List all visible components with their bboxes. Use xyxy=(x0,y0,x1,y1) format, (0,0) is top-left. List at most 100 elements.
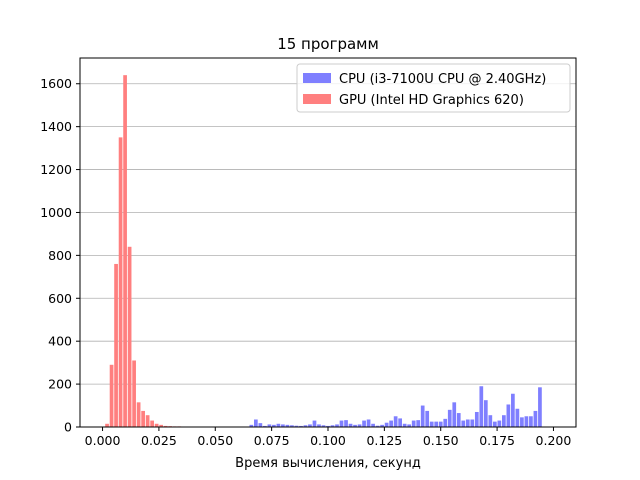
bar-cpu xyxy=(520,417,524,427)
grid-lines xyxy=(80,83,576,385)
bar-cpu xyxy=(465,419,470,427)
bar-cpu xyxy=(326,425,330,427)
bar-cpu xyxy=(511,393,515,427)
bar-gpu xyxy=(163,425,168,427)
y-tick-label: 1200 xyxy=(40,162,72,177)
bar-cpu xyxy=(407,424,412,427)
x-tick-label: 0.000 xyxy=(85,433,121,448)
bar-cpu xyxy=(533,410,538,427)
bar-gpu xyxy=(114,263,118,427)
bar-cpu xyxy=(312,420,317,427)
bar-cpu xyxy=(524,416,529,427)
bars xyxy=(105,75,542,428)
bar-cpu xyxy=(515,408,520,427)
bar-cpu xyxy=(393,416,398,427)
bar-cpu xyxy=(443,418,448,427)
y-tick-label: 400 xyxy=(48,334,72,349)
legend-swatch-gpu xyxy=(303,94,331,104)
x-axis-label: Время вычисления, секунд xyxy=(235,456,421,471)
bar-gpu xyxy=(127,246,132,427)
bar-gpu xyxy=(150,420,154,427)
bar-cpu xyxy=(348,423,353,427)
bar-cpu xyxy=(497,420,502,427)
bar-cpu xyxy=(303,425,308,427)
x-tick-label: 0.125 xyxy=(366,433,402,448)
bar-cpu xyxy=(389,420,393,427)
y-tick-label: 600 xyxy=(48,291,72,306)
bar-cpu xyxy=(411,420,416,427)
bar-gpu xyxy=(123,75,127,428)
bar-cpu xyxy=(294,425,299,427)
bar-cpu xyxy=(474,411,479,427)
bar-cpu xyxy=(344,420,348,427)
bar-cpu xyxy=(254,419,258,427)
bar-cpu xyxy=(483,400,488,427)
bar-cpu xyxy=(461,420,466,427)
bar-cpu xyxy=(492,421,497,427)
bar-cpu xyxy=(502,415,506,427)
ticks: 0.000 0.025 0.050 0.075 0.100 0.125 0.150 0.175… xyxy=(40,76,571,448)
y-tick-label: 1600 xyxy=(40,76,72,91)
bar-cpu xyxy=(263,425,267,427)
bar-cpu xyxy=(438,421,443,427)
bar-cpu xyxy=(335,424,339,427)
bar-cpu xyxy=(272,424,276,427)
bar-gpu xyxy=(141,410,145,427)
bar-gpu xyxy=(109,364,114,427)
x-tick-label: 0.025 xyxy=(141,433,177,448)
x-tick-label: 0.075 xyxy=(254,433,290,448)
bar-cpu xyxy=(470,419,475,427)
y-tick-label: 1000 xyxy=(40,205,72,220)
chart-title: 15 программ xyxy=(277,35,379,53)
bar-cpu xyxy=(285,424,290,427)
legend: CPU (i3-7100U CPU @ 2.40GHz) GPU (Intel … xyxy=(296,63,571,113)
x-tick-label: 0.175 xyxy=(479,433,515,448)
bar-gpu xyxy=(154,423,159,427)
y-tick-label: 200 xyxy=(48,377,72,392)
bar-cpu xyxy=(290,425,294,427)
bar-cpu xyxy=(398,418,402,427)
bar-cpu xyxy=(384,422,389,427)
bar-cpu xyxy=(416,420,421,427)
bar-gpu xyxy=(136,402,141,427)
bar-cpu xyxy=(366,419,371,427)
bar-gpu xyxy=(159,424,164,427)
bar-cpu xyxy=(330,425,335,427)
bar-cpu xyxy=(529,416,533,427)
bar-cpu xyxy=(402,423,407,427)
bar-cpu xyxy=(267,424,272,427)
bar-cpu xyxy=(339,420,344,427)
bar-cpu xyxy=(353,424,357,427)
bar-cpu xyxy=(380,424,384,427)
bar-cpu xyxy=(308,424,312,427)
bar-cpu xyxy=(506,404,511,427)
legend-entry-cpu: CPU (i3-7100U CPU @ 2.40GHz) xyxy=(339,72,546,87)
y-tick-label: 0 xyxy=(64,420,72,435)
bar-cpu xyxy=(420,405,425,427)
bar-cpu xyxy=(488,415,493,427)
bar-cpu xyxy=(479,386,484,427)
bar-cpu xyxy=(371,423,375,427)
bar-cpu xyxy=(321,425,326,427)
bar-cpu xyxy=(447,409,452,427)
bar-cpu xyxy=(425,410,430,427)
bar-cpu xyxy=(281,424,285,427)
bar-cpu xyxy=(276,423,281,427)
bar-gpu xyxy=(145,415,150,427)
bar-cpu xyxy=(452,402,457,427)
x-tick-label: 0.050 xyxy=(197,433,233,448)
bar-gpu xyxy=(105,423,109,427)
x-tick-label: 0.150 xyxy=(423,433,459,448)
legend-entry-gpu: GPU (Intel HD Graphics 620) xyxy=(339,93,524,108)
bar-cpu xyxy=(317,424,321,427)
legend-box xyxy=(296,63,571,113)
bar-cpu xyxy=(357,424,362,427)
bar-cpu xyxy=(538,387,542,427)
y-tick-label: 1400 xyxy=(40,119,72,134)
bar-cpu xyxy=(249,424,254,427)
bar-cpu xyxy=(429,421,434,427)
bar-cpu xyxy=(258,423,263,427)
bar-cpu xyxy=(434,421,439,427)
bar-gpu xyxy=(132,360,136,427)
